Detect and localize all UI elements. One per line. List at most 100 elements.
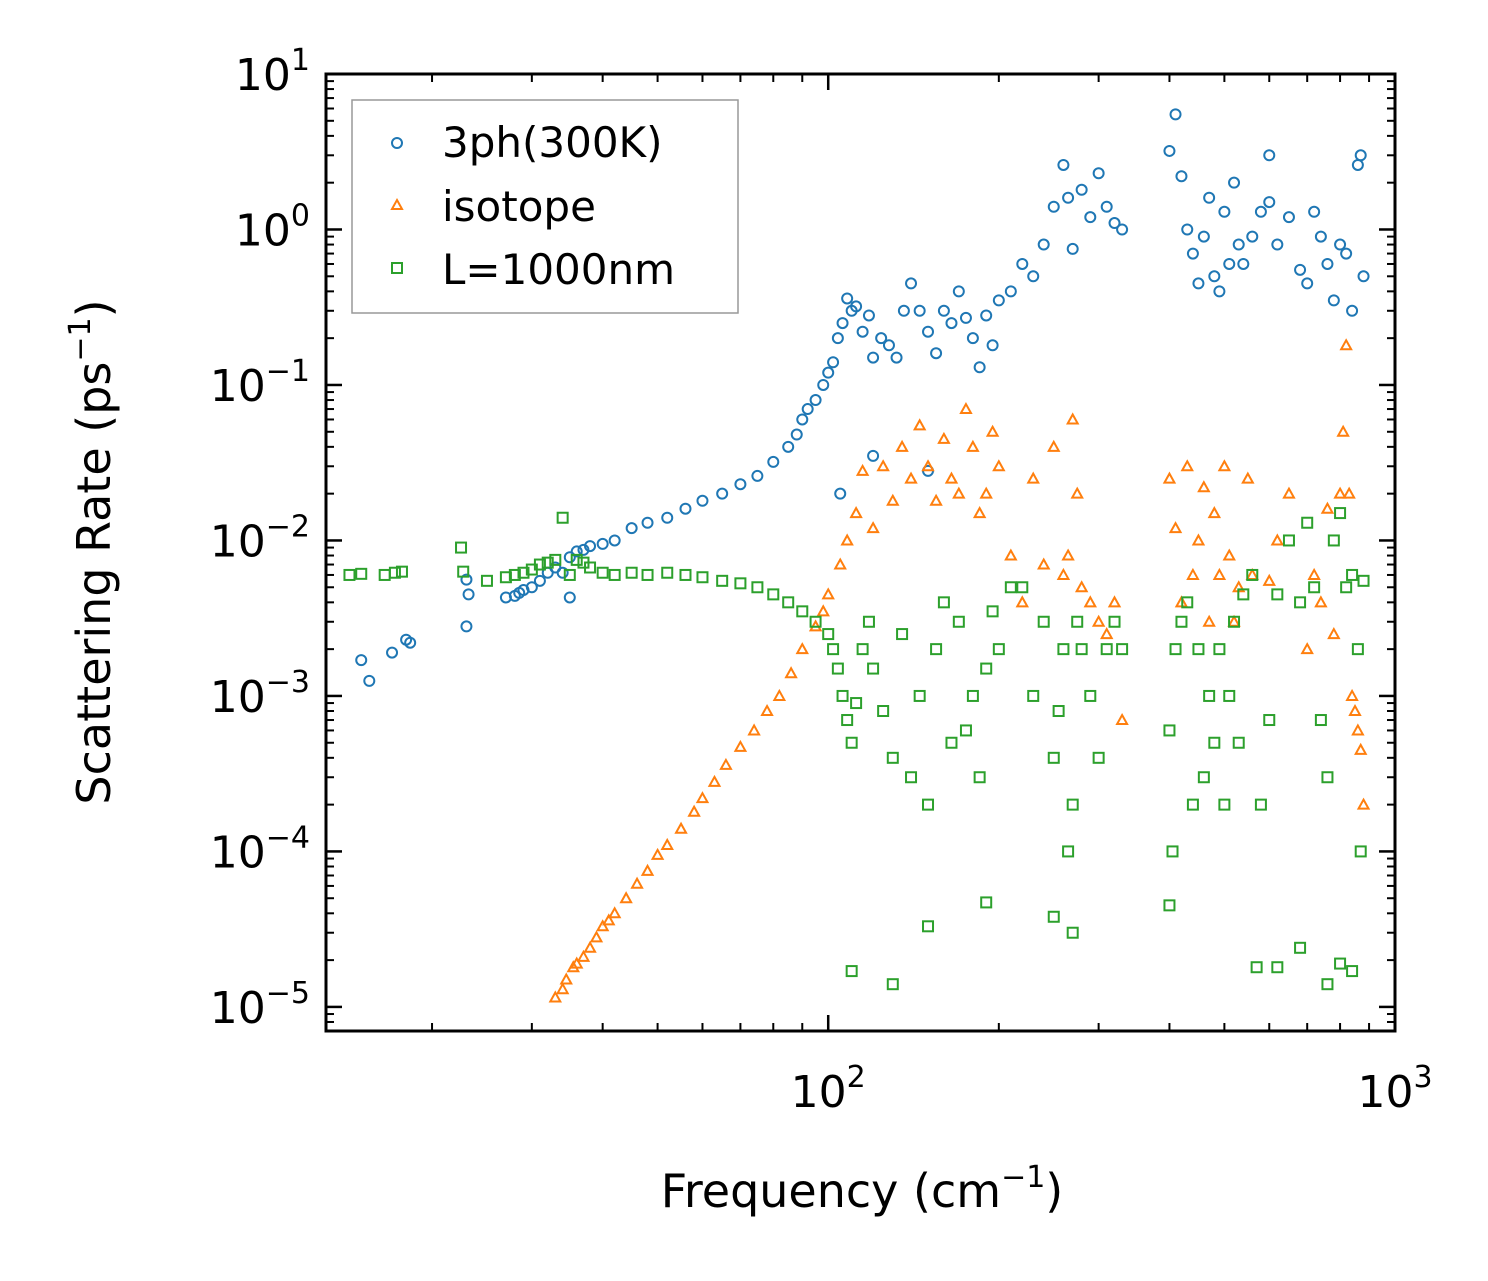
data-point	[821, 587, 835, 600]
data-point	[827, 643, 840, 656]
data-point	[1294, 596, 1307, 609]
legend-label-3ph: 3ph(300K)	[442, 118, 662, 167]
data-point	[343, 568, 356, 581]
data-point	[1228, 176, 1241, 189]
data-point	[595, 919, 610, 932]
y-tick-label: 10−3	[210, 665, 310, 723]
data-point	[1066, 242, 1079, 255]
data-point	[867, 449, 880, 462]
data-point	[1223, 257, 1236, 270]
data-point	[1223, 689, 1236, 702]
data-point	[619, 891, 633, 904]
data-point	[966, 439, 980, 452]
data-point	[548, 990, 563, 1003]
data-point	[1186, 798, 1199, 811]
data-point	[1015, 595, 1029, 608]
data-point	[1056, 567, 1071, 580]
data-point	[841, 714, 854, 727]
data-point	[913, 689, 926, 702]
data-point	[930, 643, 943, 656]
data-point	[596, 537, 609, 550]
data-point	[556, 566, 569, 579]
data-point	[1321, 978, 1334, 991]
data-point	[862, 309, 875, 322]
data-point	[661, 566, 674, 579]
data-point	[1333, 486, 1347, 499]
data-point	[716, 574, 729, 587]
data-point	[608, 568, 621, 581]
data-point	[801, 403, 814, 416]
data-point	[952, 285, 965, 298]
data-point	[1108, 217, 1121, 230]
data-point	[1263, 196, 1276, 209]
data-point	[1334, 507, 1347, 520]
data-point	[462, 588, 475, 601]
data-point	[782, 440, 795, 453]
data-point	[1047, 910, 1060, 923]
data-point	[1339, 338, 1353, 351]
series-0	[355, 108, 1370, 687]
x-tick-label: 103	[1357, 1060, 1432, 1118]
data-point	[1357, 270, 1370, 283]
data-point	[992, 294, 1005, 307]
data-point	[563, 591, 576, 604]
data-point	[966, 332, 979, 345]
data-point	[650, 847, 665, 860]
data-point	[1203, 191, 1216, 204]
data-point	[1180, 459, 1194, 472]
data-point	[875, 332, 888, 345]
data-point	[876, 459, 890, 472]
data-point	[455, 541, 468, 554]
data-point	[1232, 238, 1245, 251]
data-point	[607, 906, 622, 919]
data-point	[1212, 567, 1227, 580]
data-point	[831, 332, 844, 345]
data-point	[1037, 238, 1050, 251]
data-point	[589, 930, 604, 943]
data-point	[952, 486, 966, 499]
data-point	[480, 574, 493, 587]
data-point	[856, 325, 869, 338]
y-axis: 101 100 10−1 10−2 10−3 10−4 10−5	[210, 43, 1395, 1034]
data-point	[596, 566, 609, 579]
data-point	[1192, 643, 1205, 656]
data-point	[1237, 588, 1250, 601]
data-point	[1346, 965, 1359, 978]
data-point	[856, 643, 869, 656]
data-point	[959, 401, 973, 415]
y-tick-label: 100	[235, 198, 310, 256]
data-point	[1100, 200, 1113, 213]
data-point	[1116, 223, 1129, 236]
data-point	[790, 428, 803, 441]
data-point	[1192, 277, 1205, 290]
data-point	[1100, 643, 1113, 656]
data-point	[583, 940, 597, 953]
legend-marker-l1000	[391, 262, 403, 274]
data-point	[921, 459, 935, 472]
data-point	[922, 798, 935, 811]
data-point	[1282, 486, 1296, 499]
data-point	[817, 378, 830, 391]
data-point	[1062, 191, 1075, 204]
y-tick-label: 10−2	[210, 509, 310, 567]
data-point	[734, 577, 747, 590]
data-point	[1052, 705, 1065, 718]
data-point	[1356, 797, 1371, 810]
data-point	[1354, 742, 1368, 755]
data-point	[1327, 294, 1340, 307]
data-point	[1197, 480, 1211, 493]
data-point	[1175, 615, 1188, 628]
data-point	[395, 565, 408, 578]
data-point	[640, 863, 655, 876]
data-point	[1107, 595, 1122, 608]
data-point	[1308, 581, 1321, 594]
data-point	[1169, 643, 1182, 656]
data-point	[1066, 798, 1079, 811]
data-point	[1294, 263, 1307, 276]
data-point	[980, 309, 993, 322]
data-point	[696, 571, 709, 584]
data-point	[388, 566, 401, 579]
data-point	[1027, 270, 1040, 283]
data-point	[886, 751, 899, 764]
data-point	[556, 511, 569, 524]
